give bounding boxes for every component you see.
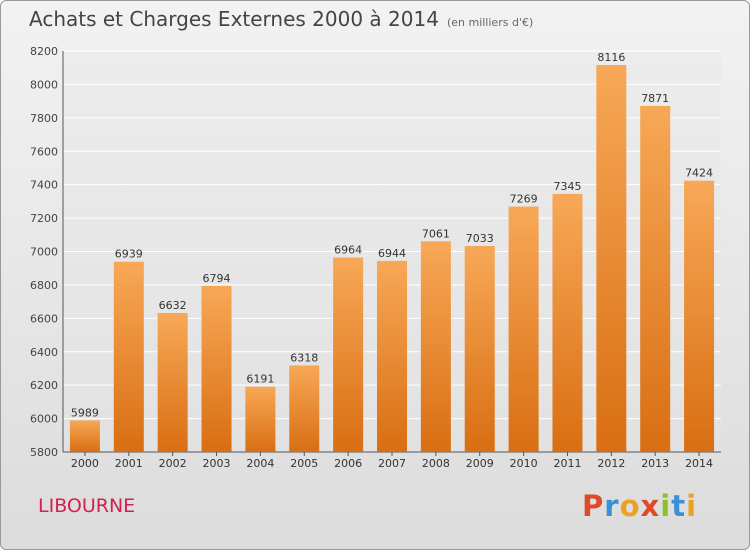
y-tick-label: 7000 [30, 246, 58, 259]
y-tick-label: 6400 [30, 346, 58, 359]
x-tick-label-2010: 2010 [510, 457, 538, 470]
x-tick-label-2008: 2008 [422, 457, 450, 470]
data-label-2004: 6191 [246, 373, 274, 386]
data-label-2003: 6794 [203, 272, 231, 285]
data-label-2006: 6964 [334, 244, 362, 257]
brand-letter: r [604, 489, 620, 523]
data-label-2007: 6944 [378, 247, 406, 260]
y-tick-label: 7800 [30, 112, 58, 125]
x-tick-label-2000: 2000 [71, 457, 99, 470]
x-tick-label-2003: 2003 [203, 457, 231, 470]
x-tick-label-2009: 2009 [466, 457, 494, 470]
data-label-2010: 7269 [510, 193, 538, 206]
y-tick-label: 6000 [30, 413, 58, 426]
brand-letter: t [671, 489, 687, 523]
data-label-2002: 6632 [159, 299, 187, 312]
y-tick-label: 6600 [30, 312, 58, 325]
data-label-2013: 7871 [641, 92, 669, 105]
bar-2000 [69, 420, 100, 452]
x-tick-label-2001: 2001 [115, 457, 143, 470]
bar-2007 [377, 260, 407, 452]
bar-2014 [684, 180, 715, 452]
bar-2003 [201, 285, 232, 452]
y-tick-label: 7400 [30, 179, 58, 192]
bar-2004 [245, 386, 276, 452]
x-tick-label-2012: 2012 [597, 457, 625, 470]
brand-letter: o [619, 489, 641, 523]
commune-name: LIBOURNE [38, 495, 136, 517]
y-tick-label: 6800 [30, 279, 58, 292]
chart-title-block: Achats et Charges Externes 2000 à 2014 (e… [29, 7, 533, 31]
y-tick-label: 5800 [30, 446, 58, 459]
x-tick-label-2002: 2002 [159, 457, 187, 470]
x-tick-label-2006: 2006 [334, 457, 362, 470]
y-tick-label: 7200 [30, 212, 58, 225]
bar-2008 [420, 241, 451, 452]
bar-2009 [464, 245, 495, 452]
data-label-2011: 7345 [553, 180, 581, 193]
y-tick-label: 7600 [30, 145, 58, 158]
bar-2005 [289, 365, 320, 452]
brand-letter: x [640, 489, 661, 523]
data-label-2009: 7033 [466, 232, 494, 245]
bar-2011 [552, 193, 583, 452]
bar-2013 [640, 105, 671, 453]
y-tick-label: 8000 [30, 78, 58, 91]
x-tick-label-2004: 2004 [246, 457, 274, 470]
data-label-2014: 7424 [685, 167, 713, 180]
x-tick-label-2013: 2013 [641, 457, 669, 470]
bar-2002 [157, 312, 188, 452]
x-tick-label-2005: 2005 [290, 457, 318, 470]
bar-2001 [113, 261, 144, 452]
brand-letter: P [582, 489, 605, 523]
data-label-2000: 5989 [71, 406, 99, 419]
y-tick-label: 8200 [30, 45, 58, 58]
bar-2012 [596, 65, 627, 452]
proxiti-logo: Proxiti [582, 489, 697, 523]
brand-letter: i [686, 489, 698, 523]
bar-2006 [333, 257, 364, 452]
data-label-2005: 6318 [290, 351, 318, 364]
x-tick-label-2007: 2007 [378, 457, 406, 470]
chart-title: Achats et Charges Externes 2000 à 2014 [29, 7, 439, 31]
data-label-2012: 8116 [597, 51, 625, 64]
bar-2010 [508, 206, 539, 452]
data-label-2008: 7061 [422, 227, 450, 240]
y-tick-label: 6200 [30, 379, 58, 392]
x-tick-label-2014: 2014 [685, 457, 713, 470]
chart-subtitle: (en milliers d'€) [446, 16, 534, 29]
data-label-2001: 6939 [115, 248, 143, 261]
x-tick-label-2011: 2011 [553, 457, 581, 470]
brand-letter: i [660, 489, 672, 523]
